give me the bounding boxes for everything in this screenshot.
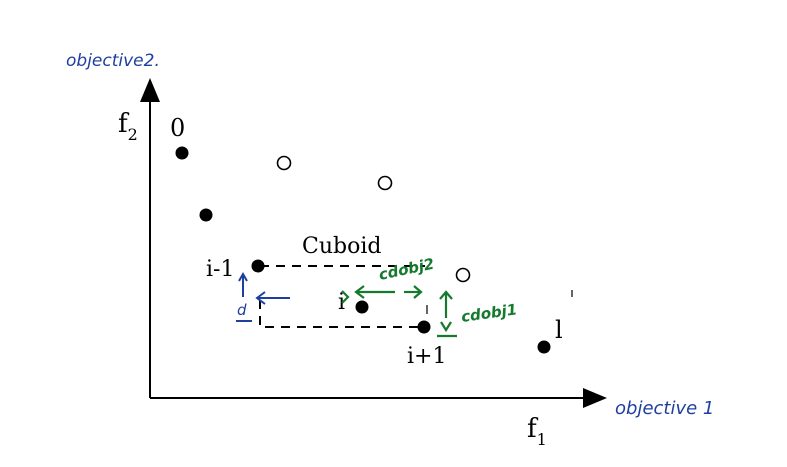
green-bracket-horizontal	[341, 290, 350, 304]
blue-arrow-left-head	[255, 291, 266, 305]
label-l: l	[555, 316, 563, 344]
label-0: 0	[170, 114, 185, 142]
open-point-3	[455, 267, 471, 283]
blue-label-d: d	[237, 301, 247, 319]
handwritten-objective1: objective 1	[615, 398, 714, 419]
green-arrow-down-head	[440, 321, 452, 333]
point-0	[175, 146, 189, 160]
green-label-obj2: cdobj2	[377, 255, 436, 284]
green-arrow-right-head	[413, 285, 423, 299]
open-point-2	[377, 175, 393, 191]
label-i-minus-1: i-1	[206, 257, 234, 282]
point-i-minus-1	[251, 259, 265, 273]
green-arrow-up-head	[439, 290, 453, 300]
point-i-plus-1	[417, 320, 431, 334]
point-1	[199, 208, 213, 222]
open-point-1	[276, 155, 292, 171]
x-axis-label: f1	[527, 414, 547, 449]
y-axis-label: f2	[118, 109, 138, 144]
point-l	[537, 340, 551, 354]
handwritten-objective2: objective2.	[66, 51, 160, 71]
green-arrow-left-head	[354, 285, 365, 299]
cuboid-label: Cuboid	[302, 234, 381, 259]
label-i-plus-1: i+1	[407, 344, 446, 369]
blue-arrow-up-head	[238, 271, 248, 282]
cuboid-left-bottom-edge	[259, 300, 422, 328]
green-label-obj1: cdobj1	[460, 300, 518, 326]
point-i	[355, 300, 369, 314]
